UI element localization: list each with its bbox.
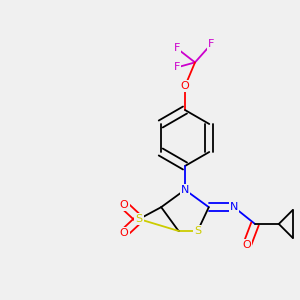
Text: F: F [174, 62, 180, 72]
Text: O: O [120, 200, 128, 210]
Text: F: F [208, 39, 214, 50]
Text: O: O [120, 228, 128, 238]
Text: N: N [181, 185, 189, 195]
Text: N: N [230, 202, 238, 212]
Text: S: S [194, 226, 201, 236]
Text: F: F [174, 44, 180, 53]
Text: S: S [136, 214, 142, 224]
Text: O: O [181, 81, 189, 91]
Text: O: O [243, 240, 251, 250]
